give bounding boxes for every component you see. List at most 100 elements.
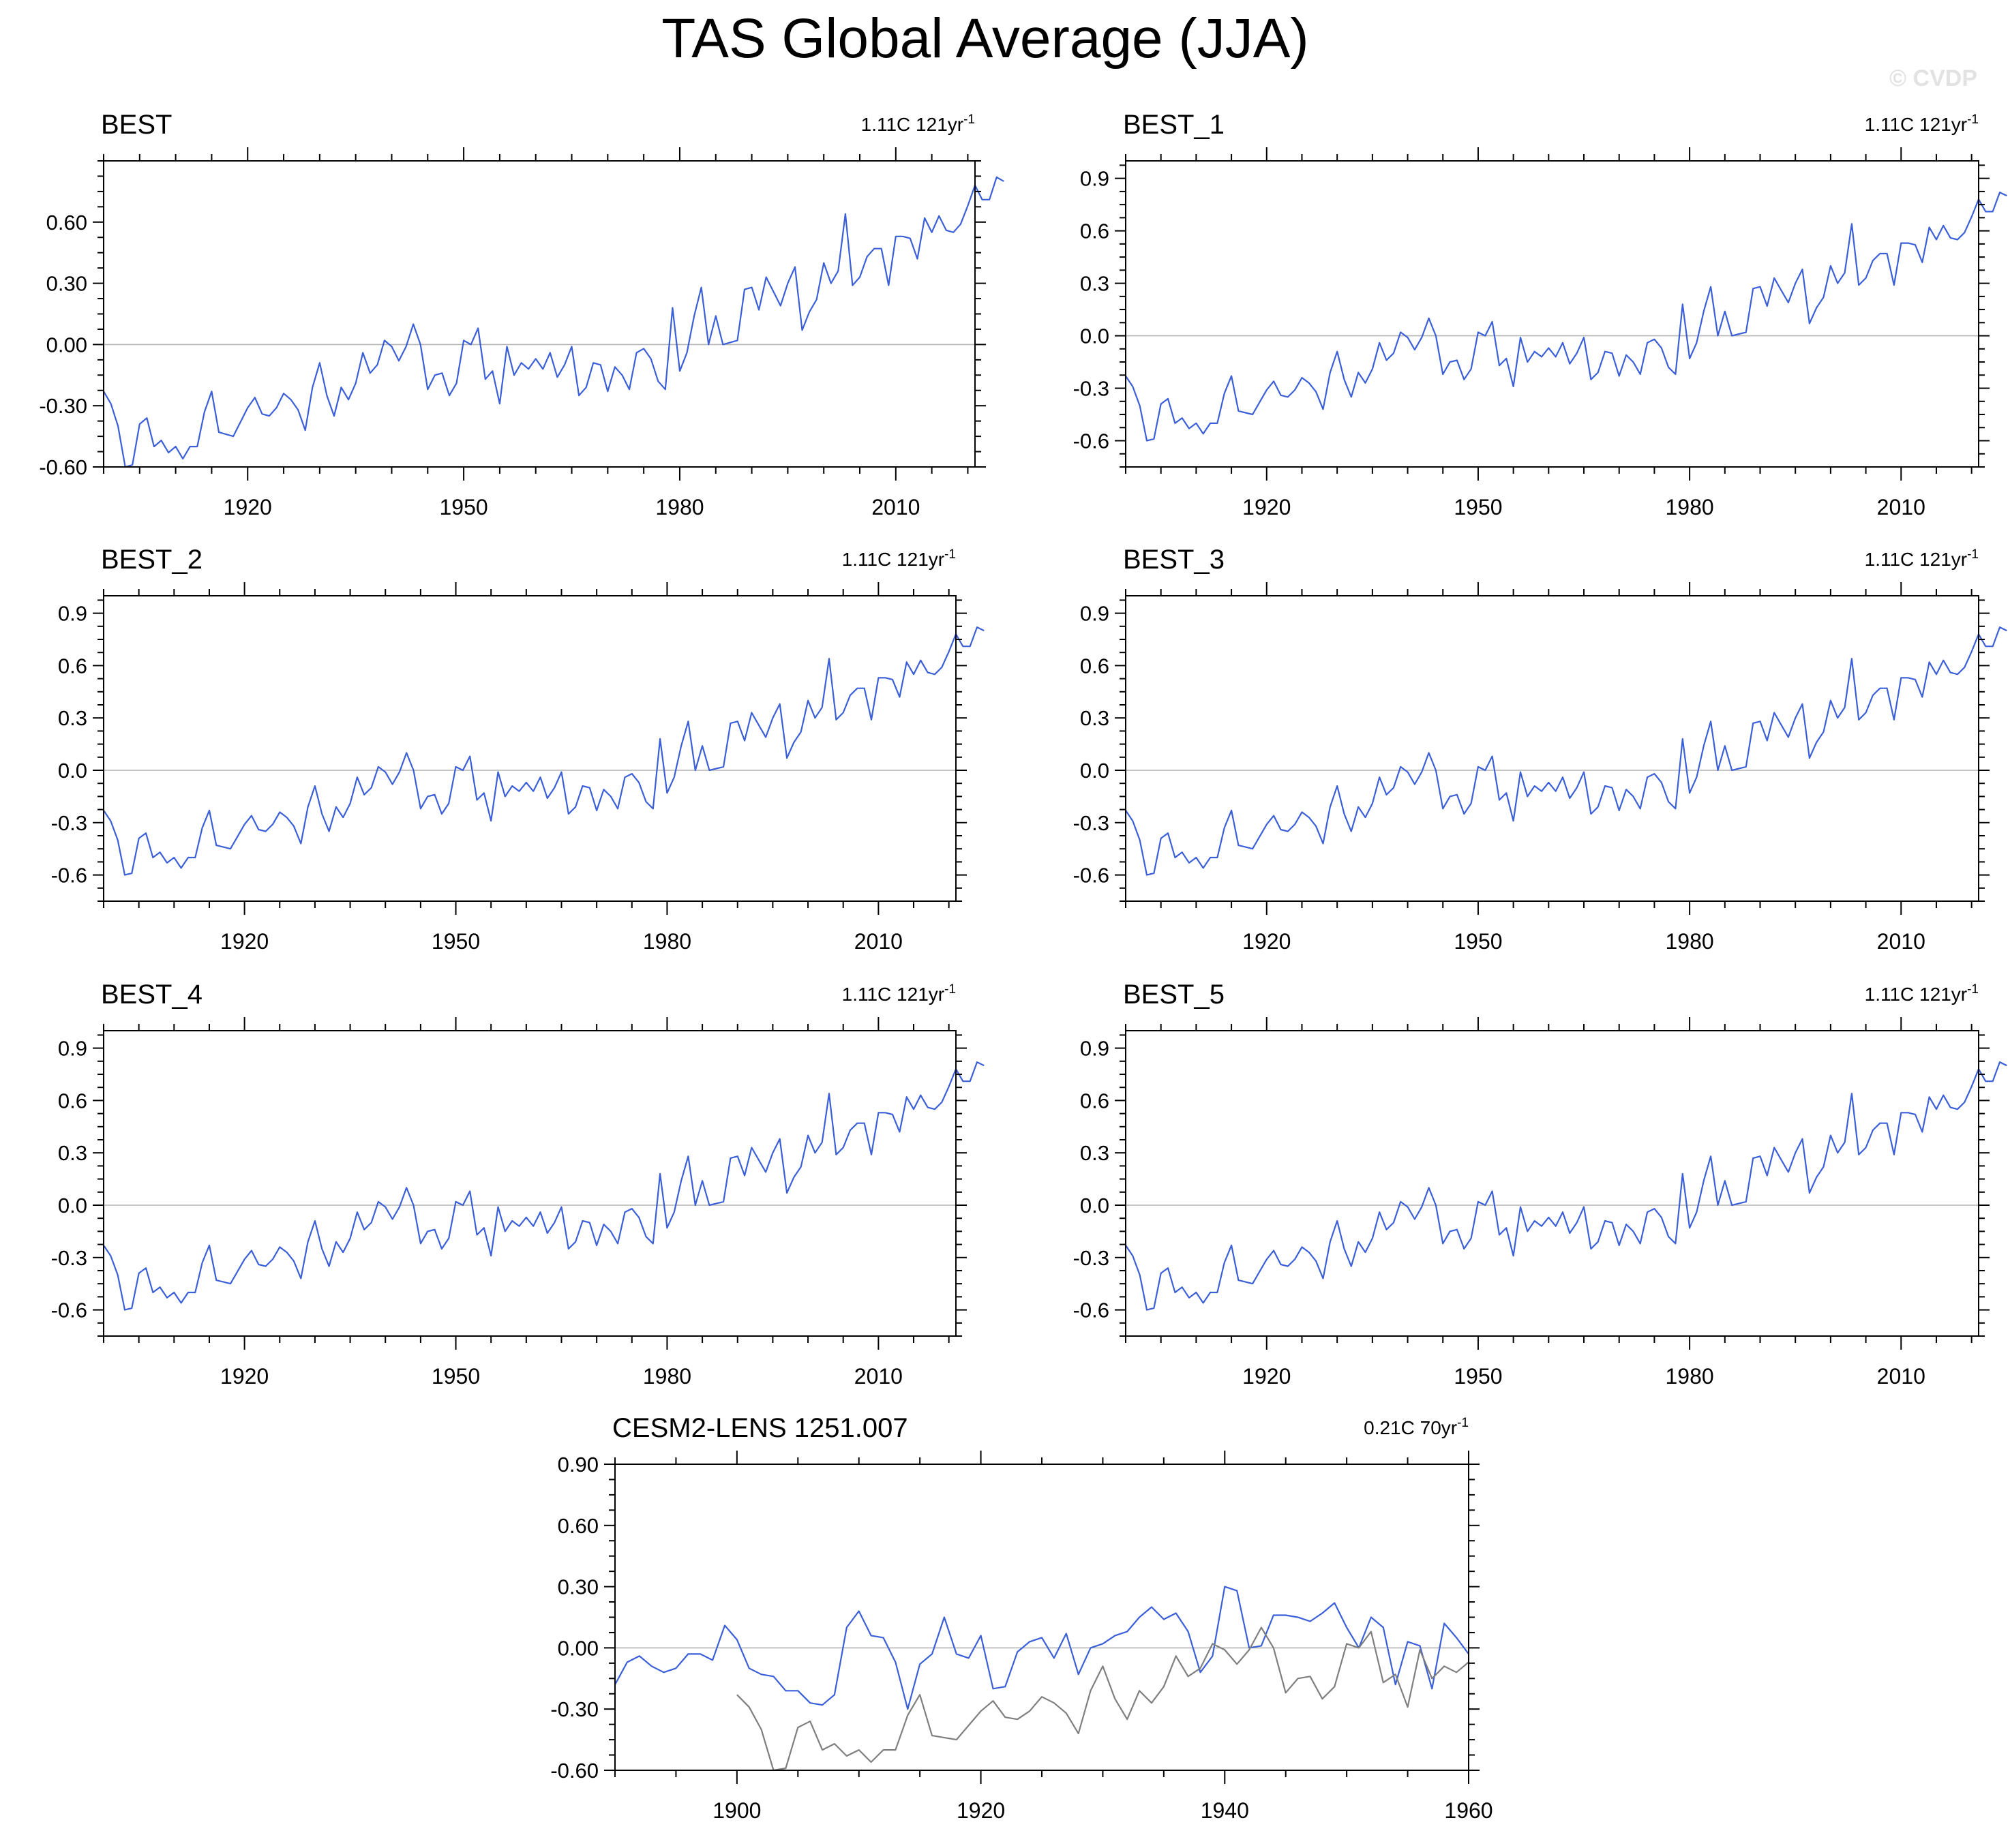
x-tick-label: 2010 (1877, 495, 1925, 519)
x-tick-label: 2010 (854, 1364, 903, 1389)
chart-panel: -0.60 -0.30 0.00 0.30 0.60 1920 1950 1980 2010 BE… (39, 110, 1004, 519)
y-tick-label: 0.9 (1080, 167, 1109, 191)
watermark: © CVDP (1889, 65, 1977, 91)
x-tick-label: 1950 (432, 929, 480, 954)
trend-label: 1.11C 121yr-1 (1865, 547, 1979, 570)
y-tick-label: -0.3 (1073, 377, 1109, 401)
plot-frame (103, 1030, 957, 1337)
y-tick-label: -0.3 (1073, 811, 1109, 835)
series-line (1125, 626, 2007, 876)
plot-frame (614, 1464, 1469, 1771)
x-tick-label: 1950 (440, 495, 488, 519)
chart-panel: -0.6 -0.3 0.0 0.3 0.6 0.9 1920 1950 1980 2010 BEST… (51, 545, 985, 954)
series-line (736, 1626, 1469, 1772)
y-tick-label: -0.30 (39, 394, 87, 418)
chart-panel: -0.60 -0.30 0.00 0.30 0.60 0.90 1900 1920 1940 19… (550, 1413, 1492, 1823)
x-tick-label: 2010 (1877, 929, 1925, 954)
trend-label: 1.11C 121yr-1 (861, 112, 975, 135)
y-tick-label: 0.0 (58, 1194, 87, 1217)
y-tick-label: 0.3 (58, 706, 87, 730)
plot-frame (1125, 595, 1979, 902)
panel-title: BEST_1 (1123, 110, 1225, 140)
y-tick-label: 0.30 (558, 1575, 599, 1599)
x-tick-label: 1980 (655, 495, 704, 519)
x-tick-label: 1950 (1454, 1364, 1502, 1389)
x-tick-label: 1950 (1454, 495, 1502, 519)
y-tick-label: -0.3 (51, 1246, 87, 1270)
y-tick-label: 0.0 (1080, 759, 1109, 783)
y-tick-label: 0.00 (558, 1636, 599, 1660)
x-tick-label: 1920 (1242, 929, 1291, 954)
plot-frame (103, 595, 957, 902)
trend-label: 0.21C 70yr-1 (1364, 1416, 1469, 1438)
y-tick-label: 0.3 (1080, 706, 1109, 730)
chart-panel: -0.6 -0.3 0.0 0.3 0.6 0.9 1920 1950 1980 2010 BEST… (1073, 545, 2007, 954)
y-tick-label: -0.60 (39, 455, 87, 479)
y-tick-label: -0.3 (51, 811, 87, 835)
plot-frame (1125, 160, 1979, 468)
y-tick-label: 0.00 (46, 333, 87, 357)
panel-title: BEST (101, 110, 172, 140)
y-tick-label: -0.60 (550, 1759, 599, 1783)
y-tick-label: 0.9 (58, 1037, 87, 1061)
x-tick-label: 1980 (643, 929, 691, 954)
x-tick-label: 1950 (432, 1364, 480, 1389)
x-tick-label: 1950 (1454, 929, 1502, 954)
y-tick-label: 0.6 (58, 654, 87, 678)
series-line (1125, 1061, 2007, 1311)
x-tick-label: 2010 (871, 495, 920, 519)
y-tick-label: 0.9 (1080, 602, 1109, 626)
y-tick-label: 0.60 (46, 211, 87, 234)
y-tick-label: -0.6 (1073, 1299, 1109, 1322)
y-tick-label: 0.6 (1080, 654, 1109, 678)
chart-panel: -0.6 -0.3 0.0 0.3 0.6 0.9 1920 1950 1980 2010 BEST… (1073, 110, 2007, 519)
panel-title: CESM2-LENS 1251.007 (612, 1413, 908, 1443)
y-tick-label: -0.30 (550, 1697, 599, 1721)
panel-title: BEST_4 (101, 980, 202, 1010)
trend-label: 1.11C 121yr-1 (1865, 982, 1979, 1005)
plot-frame (1125, 1030, 1979, 1337)
x-tick-label: 1980 (643, 1364, 691, 1389)
y-tick-label: 0.3 (58, 1141, 87, 1165)
y-tick-label: 0.6 (1080, 1089, 1109, 1112)
series-line (103, 1061, 985, 1311)
y-tick-label: 0.3 (1080, 1141, 1109, 1165)
y-tick-label: 0.0 (58, 759, 87, 783)
y-tick-label: 0.0 (1080, 324, 1109, 348)
y-tick-label: 0.6 (58, 1089, 87, 1112)
series-line (614, 1586, 1469, 1710)
trend-label: 1.11C 121yr-1 (1865, 112, 1979, 135)
chart-panel: -0.6 -0.3 0.0 0.3 0.6 0.9 1920 1950 1980 2010 BEST… (1073, 980, 2007, 1389)
y-tick-label: 0.3 (1080, 272, 1109, 296)
y-tick-label: -0.6 (51, 1299, 87, 1322)
x-tick-label: 1920 (957, 1798, 1005, 1823)
series-line (103, 176, 1004, 468)
y-tick-label: -0.6 (51, 864, 87, 888)
plot-frame (103, 160, 976, 468)
x-tick-label: 2010 (854, 929, 903, 954)
x-tick-label: 1960 (1444, 1798, 1492, 1823)
y-tick-label: 0.0 (1080, 1194, 1109, 1217)
y-tick-label: 0.9 (58, 602, 87, 626)
panel-title: BEST_2 (101, 545, 202, 575)
y-tick-label: 0.9 (1080, 1037, 1109, 1061)
x-tick-label: 2010 (1877, 1364, 1925, 1389)
trend-label: 1.11C 121yr-1 (842, 982, 956, 1005)
y-tick-label: -0.6 (1073, 864, 1109, 888)
chart-panel: -0.6 -0.3 0.0 0.3 0.6 0.9 1920 1950 1980 2010 BEST… (51, 980, 985, 1389)
figure-title: TAS Global Average (JJA) (661, 7, 1309, 70)
y-tick-label: -0.3 (1073, 1246, 1109, 1270)
y-tick-label: 0.90 (558, 1453, 599, 1476)
panel-title: BEST_3 (1123, 545, 1225, 575)
x-tick-label: 1980 (1666, 929, 1714, 954)
x-tick-label: 1900 (712, 1798, 761, 1823)
series-line (1125, 192, 2007, 442)
y-tick-label: 0.60 (558, 1514, 599, 1538)
panel-title: BEST_5 (1123, 980, 1225, 1010)
y-tick-label: 0.6 (1080, 219, 1109, 243)
x-tick-label: 1920 (1242, 1364, 1291, 1389)
series-line (103, 626, 985, 876)
y-tick-label: 0.30 (46, 272, 87, 296)
x-tick-label: 1920 (224, 495, 272, 519)
